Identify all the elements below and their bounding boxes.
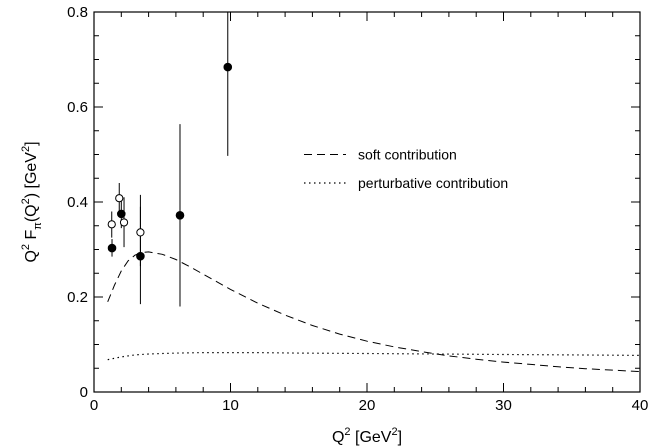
x-tick-label: 30: [495, 397, 512, 414]
data-points: [107, 12, 233, 307]
plot-frame: [93, 11, 641, 393]
y-tick-label: 0: [80, 384, 88, 401]
legend-label-soft: soft contribution: [358, 147, 457, 163]
data-point-open: [136, 228, 145, 237]
axis-ticks: [93, 11, 641, 393]
y-tick-label: 0.4: [67, 194, 88, 211]
data-point-open: [115, 194, 124, 203]
legend: soft contribution perturbative contribut…: [304, 147, 508, 191]
x-tick-label: 40: [632, 397, 649, 414]
y-tick-label: 0.6: [67, 99, 88, 116]
data-point-open: [119, 218, 129, 227]
soft-curve: [107, 251, 641, 373]
x-axis-label: Q2 [GeV2]: [332, 426, 402, 446]
curves: [107, 251, 641, 373]
data-point-filled: [175, 211, 185, 220]
x-tick-label: 10: [222, 397, 239, 414]
legend-label-perturbative: perturbative contribution: [358, 175, 508, 191]
perturbative-curve: [107, 352, 641, 361]
data-point-filled: [223, 62, 233, 72]
x-tick-label: 0: [90, 397, 98, 414]
x-tick-label: 20: [359, 397, 376, 414]
y-tick-label: 0.8: [67, 4, 88, 21]
y-axis-label: Q2 Fπ(Q2) [GeV2]: [20, 141, 44, 262]
y-tick-label: 0.2: [67, 289, 88, 306]
data-point-open: [107, 220, 116, 229]
data-point-filled: [107, 243, 117, 253]
tick-labels: 0 10 20 30 40 0 0.2 0.4 0.6 0.8: [67, 4, 648, 414]
